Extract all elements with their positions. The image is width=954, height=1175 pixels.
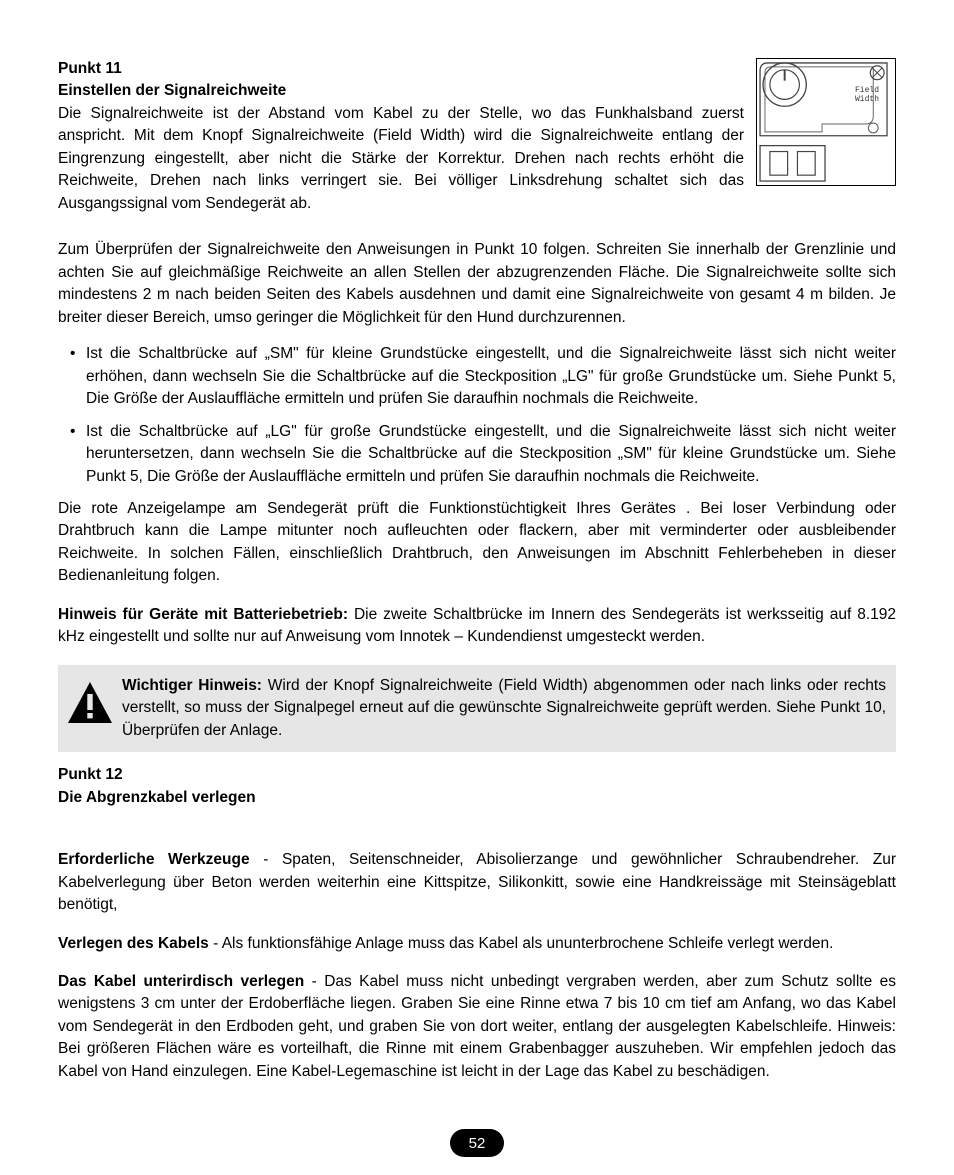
section-11-check-range: Zum Überprüfen der Signalreichweite den … xyxy=(58,239,896,329)
laying-text: - Als funktionsfähige Anlage muss das Ka… xyxy=(209,935,834,952)
field-width-diagram: Field Width xyxy=(756,58,896,186)
warning-lead: Wichtiger Hinweis: xyxy=(122,677,262,694)
bullet-sm: Ist die Schaltbrücke auf „SM" für kleine… xyxy=(70,343,896,410)
battery-note: Hinweis für Geräte mit Batteriebetrieb: … xyxy=(58,604,896,649)
bullet-lg: Ist die Schaltbrücke auf „LG" für große … xyxy=(70,421,896,488)
figure-label-1: Field xyxy=(855,86,879,95)
section-11-bullet-list: Ist die Schaltbrücke auf „SM" für kleine… xyxy=(70,343,896,488)
punkt-12-title: Die Abgrenzkabel verlegen xyxy=(58,787,896,809)
section-11-header: Field Width Punkt 11 Einstellen der Sign… xyxy=(58,58,896,215)
required-tools: Erforderliche Werkzeuge - Spaten, Seiten… xyxy=(58,849,896,916)
burying-cable: Das Kabel unterirdisch verlegen - Das Ka… xyxy=(58,971,896,1083)
burying-lead: Das Kabel unterirdisch verlegen xyxy=(58,973,304,990)
warning-text: Wichtiger Hinweis: Wird der Knopf Signal… xyxy=(122,675,886,742)
laying-cable: Verlegen des Kabels - Als funktionsfähig… xyxy=(58,933,896,955)
section-12-heading: Punkt 12 Die Abgrenzkabel verlegen xyxy=(58,764,896,809)
figure-label-2: Width xyxy=(855,95,879,104)
laying-lead: Verlegen des Kabels xyxy=(58,935,209,952)
figure-caption: Field Width xyxy=(855,87,879,105)
page-number: 52 xyxy=(469,1135,486,1152)
warning-box: Wichtiger Hinweis: Wird der Knopf Signal… xyxy=(58,665,896,752)
warning-triangle-icon xyxy=(66,679,114,727)
battery-note-lead: Hinweis für Geräte mit Batteriebetrieb: xyxy=(58,606,348,623)
page-number-badge: 52 xyxy=(450,1129,504,1157)
section-11-red-lamp: Die rote Anzeigelampe am Sendegerät prüf… xyxy=(58,498,896,588)
tools-lead: Erforderliche Werkzeuge xyxy=(58,851,250,868)
punkt-12-label: Punkt 12 xyxy=(58,764,896,786)
